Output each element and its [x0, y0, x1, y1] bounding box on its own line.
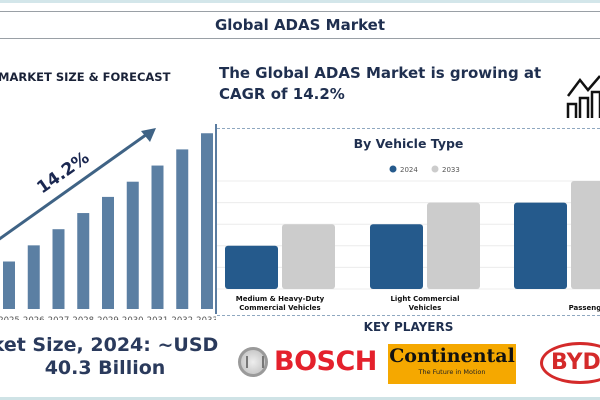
divider [215, 124, 217, 314]
x-tick-label: 2032 [171, 316, 193, 320]
vehicle-chart-title: By Vehicle Type [353, 136, 464, 151]
top-band [0, 0, 600, 3]
divider [217, 128, 600, 129]
forecast-bar-2027 [52, 229, 65, 309]
forecast-bar-2031 [151, 165, 164, 309]
bosch-wordmark: BOSCH [274, 346, 377, 377]
continental-wordmark: Continental [389, 345, 515, 367]
market-size-text: ket Size, 2024: ~USD 40.3 Billion [0, 334, 230, 380]
legend-marker-2024 [389, 165, 397, 173]
cagr-annotation: 14.2% [33, 148, 93, 198]
forecast-title: MARKET SIZE & FORECAST [0, 70, 171, 84]
forecast-bar-2028 [77, 213, 90, 309]
growth-arrow [0, 130, 151, 241]
x-tick-label: 2033 [196, 316, 216, 320]
x-tick-label: 2029 [97, 316, 119, 320]
legend-marker-2033 [431, 165, 439, 173]
page-title: Global ADAS Market [0, 11, 600, 39]
category-label: Passenger Cars [569, 304, 600, 312]
forecast-bar-2030 [126, 181, 139, 309]
forecast-bar-2025 [3, 261, 15, 309]
bar-2024 [514, 202, 567, 289]
bosch-armature-icon [238, 346, 268, 377]
divider [217, 315, 600, 316]
bosch-logo: BOSCH [238, 345, 377, 378]
continental-tagline: The Future in Motion [418, 368, 486, 376]
key-players-title: KEY PLAYERS [363, 320, 454, 334]
continental-logo: Continental The Future in Motion [388, 344, 516, 384]
category-label: Light Commercial [390, 295, 459, 303]
market-size-line1: ket Size, 2024: ~USD [0, 334, 219, 356]
x-tick-label: 2030 [122, 316, 144, 320]
bar-2024 [370, 224, 423, 289]
house-growth-icon [566, 74, 600, 123]
legend-label: 2024 [400, 166, 418, 174]
market-size-line2: 40.3 Billion [44, 357, 166, 379]
bar-2033 [427, 202, 480, 289]
forecast-bar-2029 [102, 196, 114, 309]
bar-2024 [225, 245, 278, 289]
bar-2033 [571, 181, 600, 289]
x-tick-label: 2025 [0, 316, 20, 320]
forecast-chart: 202520262027202820292030203120322033 14.2… [0, 128, 216, 320]
byd-logo: BYD [540, 342, 600, 384]
x-tick-label: 2031 [147, 316, 169, 320]
bottom-band [0, 397, 600, 400]
category-label: Vehicles [409, 304, 442, 312]
x-tick-label: 2028 [72, 316, 94, 320]
category-label: Medium & Heavy-Duty [236, 295, 325, 303]
cagr-text: The Global ADAS Market is growing at CAG… [219, 64, 542, 103]
legend-label: 2033 [442, 166, 460, 174]
arrow-head-icon [141, 128, 156, 142]
x-tick-label: 2026 [23, 316, 45, 320]
category-label: Commercial Vehicles [239, 304, 320, 312]
bar-2033 [282, 224, 335, 289]
x-tick-label: 2027 [48, 316, 70, 320]
forecast-bar-2026 [27, 245, 40, 309]
forecast-bar-2032 [176, 149, 189, 309]
forecast-bar-2033 [201, 133, 213, 309]
